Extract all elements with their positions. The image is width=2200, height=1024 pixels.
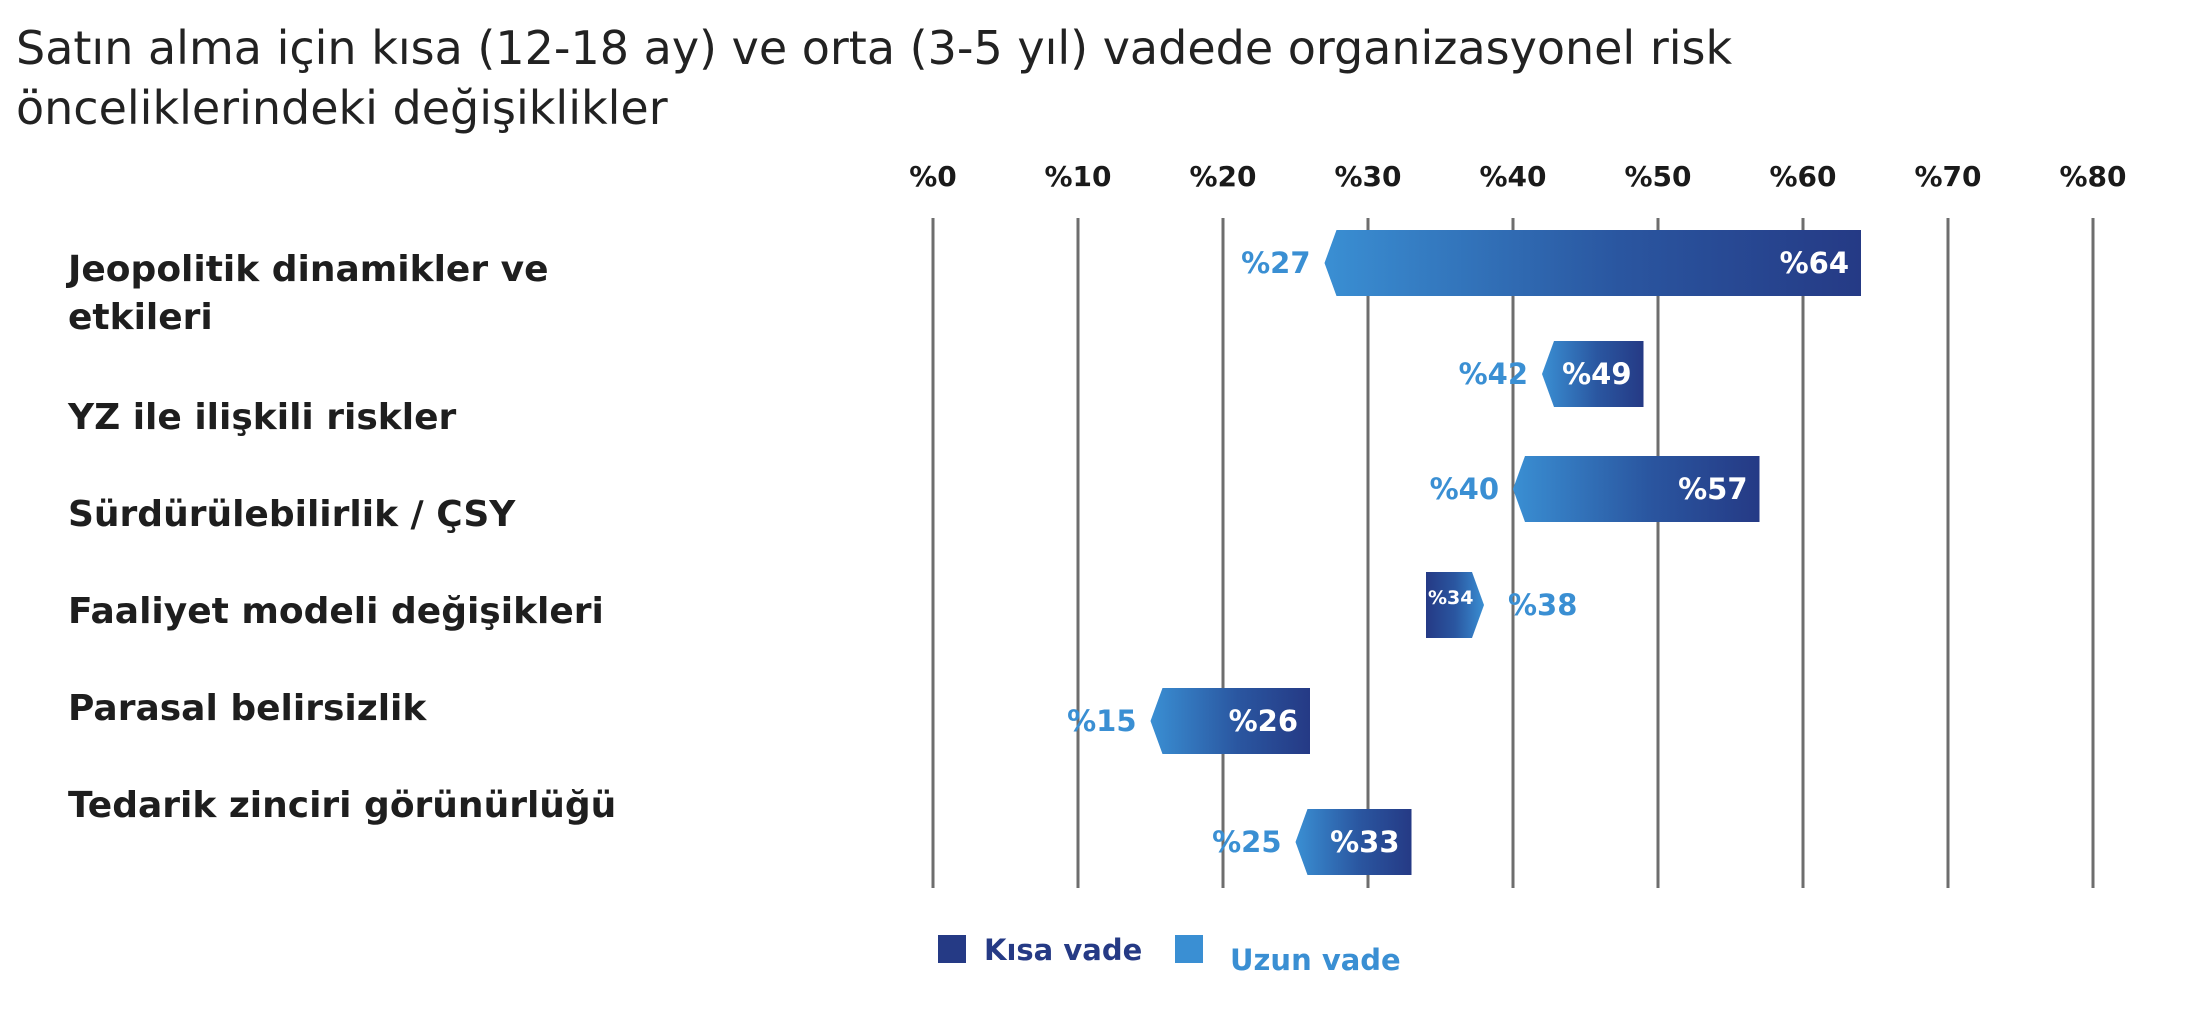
- x-tick-label: %0: [909, 160, 957, 193]
- range-bar: [1426, 572, 1484, 638]
- value-labels: %27 %64 %42 %49 %40 %57 %34 %38 %15 %26 %25 %33: [1067, 246, 1849, 859]
- x-tick-label: %60: [1769, 160, 1836, 193]
- legend-swatch-long: [1175, 935, 1203, 963]
- x-tick-label: %40: [1479, 160, 1546, 193]
- short-term-value-label: %64: [1780, 246, 1849, 280]
- x-tick-label: %80: [2059, 160, 2126, 193]
- long-term-value-label: %27: [1241, 246, 1310, 280]
- range-bar: [1324, 230, 1861, 296]
- category-label: Tedarik zinciri görünürlüğü: [68, 785, 616, 826]
- category-label: Jeopolitik dinamikler ve etkileri: [65, 249, 549, 338]
- range-bar: [1295, 809, 1412, 875]
- legend-label-short: Kısa vade: [984, 933, 1142, 967]
- chart-title: Satın alma için kısa (12-18 ay) ve orta …: [16, 21, 1733, 135]
- short-term-value-label: %34: [1428, 587, 1473, 609]
- short-term-value-label: %33: [1330, 825, 1399, 859]
- category-label: YZ ile ilişkili riskler: [67, 397, 456, 438]
- category-labels: Jeopolitik dinamikler ve etkileri YZ ile i…: [65, 249, 616, 826]
- category-label: Parasal belirsizlik: [68, 688, 427, 729]
- short-term-value-label: %49: [1562, 357, 1631, 391]
- long-term-value-label: %40: [1430, 472, 1499, 506]
- long-term-value-label: %15: [1067, 704, 1136, 738]
- x-tick-label: %30: [1334, 160, 1401, 193]
- x-tick-label: %10: [1044, 160, 1111, 193]
- x-tick-label: %70: [1914, 160, 1981, 193]
- bars: [1150, 230, 1861, 875]
- long-term-value-label: %25: [1212, 825, 1281, 859]
- short-term-value-label: %57: [1678, 472, 1747, 506]
- category-label: Faaliyet modeli değişikleri: [68, 591, 604, 632]
- x-tick-label: %20: [1189, 160, 1256, 193]
- grid-lines: [931, 218, 2095, 888]
- long-term-value-label: %38: [1508, 588, 1577, 622]
- range-bar: [1150, 688, 1310, 754]
- legend: Kısa vade Uzun vade: [938, 933, 1401, 977]
- category-label: Sürdürülebilirlik / ÇSY: [68, 494, 516, 535]
- range-bar: [1513, 456, 1760, 522]
- x-tick-label: %50: [1624, 160, 1691, 193]
- x-axis-ticks: %0 %10 %20 %30 %40 %50 %60 %70 %80: [909, 160, 2126, 193]
- legend-swatch-short: [938, 935, 966, 963]
- range-bar: [1542, 341, 1644, 407]
- long-term-value-label: %42: [1459, 357, 1528, 391]
- short-term-value-label: %26: [1229, 704, 1298, 738]
- legend-label-long: Uzun vade: [1230, 943, 1401, 977]
